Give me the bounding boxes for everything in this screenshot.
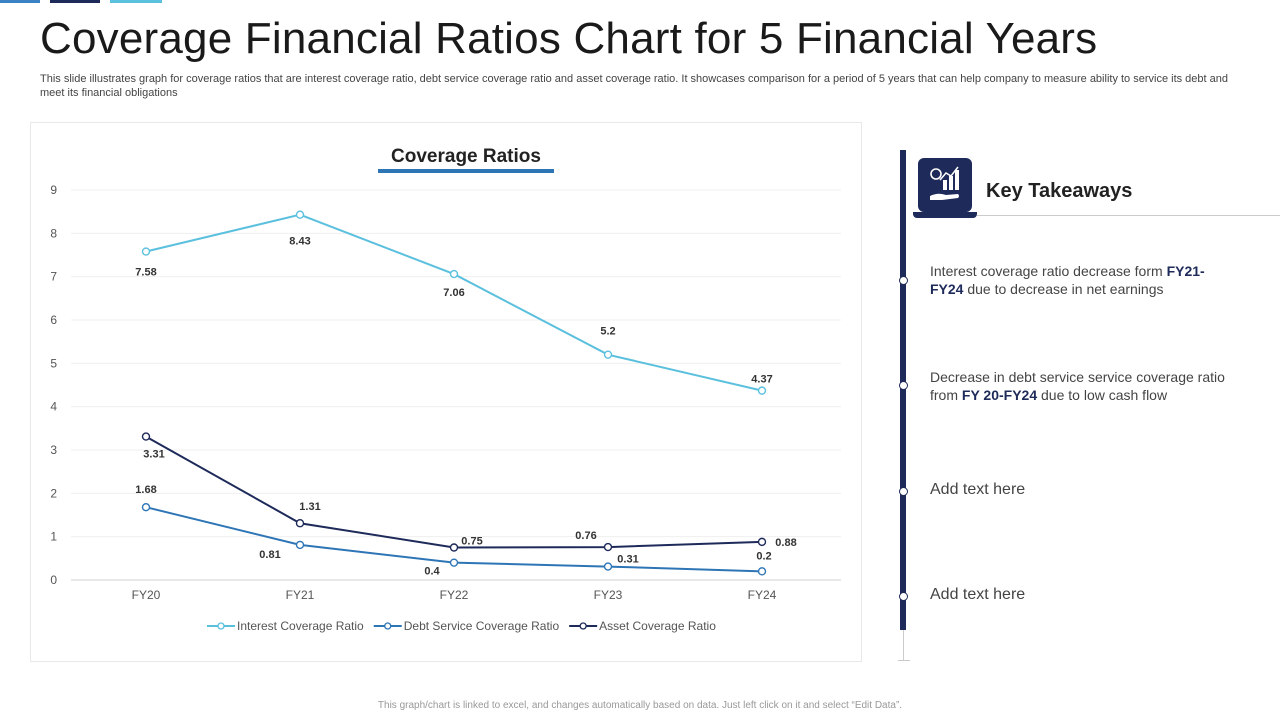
y-tick-label: 6 <box>50 313 57 327</box>
x-tick-label: FY22 <box>440 588 469 602</box>
takeaway-item-3[interactable]: Add text here <box>930 481 1230 499</box>
data-point <box>603 542 613 552</box>
heading-divider <box>977 215 1280 216</box>
data-label: 1.68 <box>135 484 156 496</box>
data-label: 0.2 <box>756 550 771 562</box>
data-point <box>603 562 613 571</box>
accent-bar-3 <box>110 0 162 3</box>
takeaway-1-text: Interest coverage ratio decrease form <box>930 263 1167 279</box>
timeline-dot-2 <box>899 381 908 390</box>
legend-marker <box>579 622 587 630</box>
takeaway-1-bold: FY21-FY24 <box>930 263 1205 297</box>
y-tick-label: 9 <box>50 183 57 197</box>
footer-note: This graph/chart is linked to excel, and… <box>377 700 903 711</box>
timeline-dot-3 <box>899 487 908 496</box>
y-tick-label: 1 <box>50 530 57 544</box>
chart-card[interactable]: Coverage Ratios 0 1 2 3 4 5 6 7 8 9 FY20 FY21 FY22 FY2… <box>30 122 862 662</box>
data-label: 0.88 <box>775 537 796 549</box>
data-point <box>141 247 151 256</box>
series-line <box>145 213 763 392</box>
data-label: 0.76 <box>575 530 596 542</box>
accent-bar-2 <box>50 0 100 3</box>
data-label: 8.43 <box>289 236 310 248</box>
takeaway-item-4[interactable]: Add text here <box>930 586 1230 604</box>
data-label: 0.81 <box>259 549 280 561</box>
y-tick-label: 2 <box>50 486 57 500</box>
data-point <box>141 503 151 512</box>
legend-marker <box>384 622 392 630</box>
y-tick-label: 4 <box>50 400 57 414</box>
takeaway-3-text[interactable]: Add text here <box>930 481 1026 498</box>
data-label: 4.37 <box>751 374 772 386</box>
data-point <box>295 540 305 550</box>
y-tick-label: 3 <box>50 443 57 457</box>
data-point <box>295 519 305 528</box>
data-point <box>141 432 151 441</box>
data-point <box>295 210 305 219</box>
chart-title-underline <box>378 169 554 173</box>
y-tick-label: 7 <box>50 270 57 284</box>
data-point <box>757 386 767 395</box>
page-title: Coverage Financial Ratios Chart for 5 Fi… <box>40 14 1098 63</box>
takeaway-2-bold: FY 20-FY24 <box>961 387 1038 403</box>
data-point <box>449 269 459 279</box>
data-label: 3.31 <box>143 449 164 461</box>
hand-coin-growth-icon <box>930 166 959 200</box>
legend-label: Debt Service Coverage Ratio <box>404 619 560 633</box>
x-tick-label: FY23 <box>594 588 623 602</box>
icon-base <box>913 212 977 218</box>
legend-label: Interest Coverage Ratio <box>237 619 364 633</box>
takeaway-4-text[interactable]: Add text here <box>930 586 1026 603</box>
takeaway-2-text-end: due to low cash flow <box>1037 387 1168 403</box>
data-point <box>757 567 767 576</box>
coverage-ratios-chart[interactable]: Coverage Ratios 0 1 2 3 4 5 6 7 8 9 FY20 FY21 FY22 FY2… <box>31 123 861 661</box>
x-tick-label: FY20 <box>132 588 161 602</box>
legend-label: Asset Coverage Ratio <box>599 619 716 633</box>
data-label: 5.2 <box>600 326 615 338</box>
x-tick-label: FY24 <box>748 588 777 602</box>
data-point <box>449 543 459 552</box>
chart-title: Coverage Ratios <box>391 146 541 167</box>
timeline-foot <box>898 660 910 661</box>
takeaway-item-1: Interest coverage ratio decrease form FY… <box>930 262 1230 298</box>
x-tick-label: FY21 <box>286 588 315 602</box>
icon-box <box>918 158 972 212</box>
data-point <box>757 537 767 547</box>
timeline-dot-4 <box>899 592 908 601</box>
takeaway-2-text: Decrease in debt service service coverag… <box>930 369 1225 403</box>
data-label: 1.31 <box>299 501 320 513</box>
data-point <box>449 558 459 567</box>
y-tick-label: 0 <box>50 573 57 587</box>
takeaway-1-text-end: due to decrease in net earnings <box>963 281 1164 297</box>
legend-marker <box>217 622 225 630</box>
timeline-bar <box>900 150 906 630</box>
timeline-dot-1 <box>899 276 908 285</box>
data-label: 7.58 <box>135 267 156 279</box>
data-label: 0.75 <box>461 536 482 548</box>
y-tick-label: 8 <box>50 226 57 240</box>
data-label: 7.06 <box>443 287 464 299</box>
series-line <box>145 435 763 549</box>
accent-bar-1 <box>0 0 40 3</box>
data-label: 0.4 <box>424 566 440 578</box>
money-growth-icon <box>913 158 977 220</box>
data-point <box>603 350 613 359</box>
y-tick-label: 5 <box>50 356 57 370</box>
page-subtitle: This slide illustrates graph for coverag… <box>40 73 1228 99</box>
data-label: 0.31 <box>617 554 638 566</box>
key-takeaways-heading: Key Takeaways <box>986 180 1133 202</box>
timeline-tail <box>903 630 904 660</box>
takeaway-item-2: Decrease in debt service service coverag… <box>930 368 1230 404</box>
